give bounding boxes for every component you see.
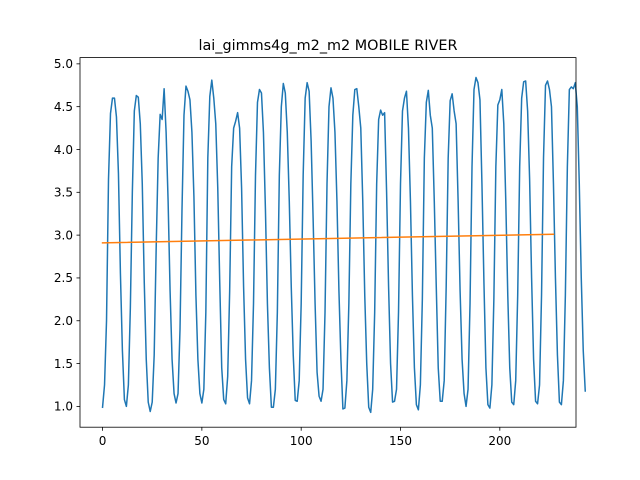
x-axis: 0 50 100 150 200 [99,427,511,448]
y-tick-label: 4.0 [54,143,73,157]
y-tick-label: 1.0 [54,400,73,414]
x-tick-label: 0 [99,434,107,448]
y-tick-label: 5.0 [54,57,73,71]
series-line-2 [101,233,555,244]
series-line-1 [101,76,587,414]
y-tick-label: 3.0 [54,228,73,242]
y-axis: 1.0 1.5 2.0 2.5 3.0 3.5 4.0 4.5 5.0 [54,57,80,414]
y-tick-label: 2.5 [54,271,73,285]
x-tick-label: 50 [194,434,209,448]
axes-frame [79,57,577,428]
y-tick-label: 2.0 [54,314,73,328]
chart-title: lai_gimms4g_m2_m2 MOBILE RIVER [198,38,457,54]
y-tick-label: 1.5 [54,357,73,371]
x-tick-label: 100 [290,434,313,448]
plot-area [101,76,587,414]
x-tick-label: 150 [389,434,412,448]
y-tick-label: 3.5 [54,186,73,200]
x-tick-label: 200 [488,434,511,448]
y-tick-label: 4.5 [54,100,73,114]
